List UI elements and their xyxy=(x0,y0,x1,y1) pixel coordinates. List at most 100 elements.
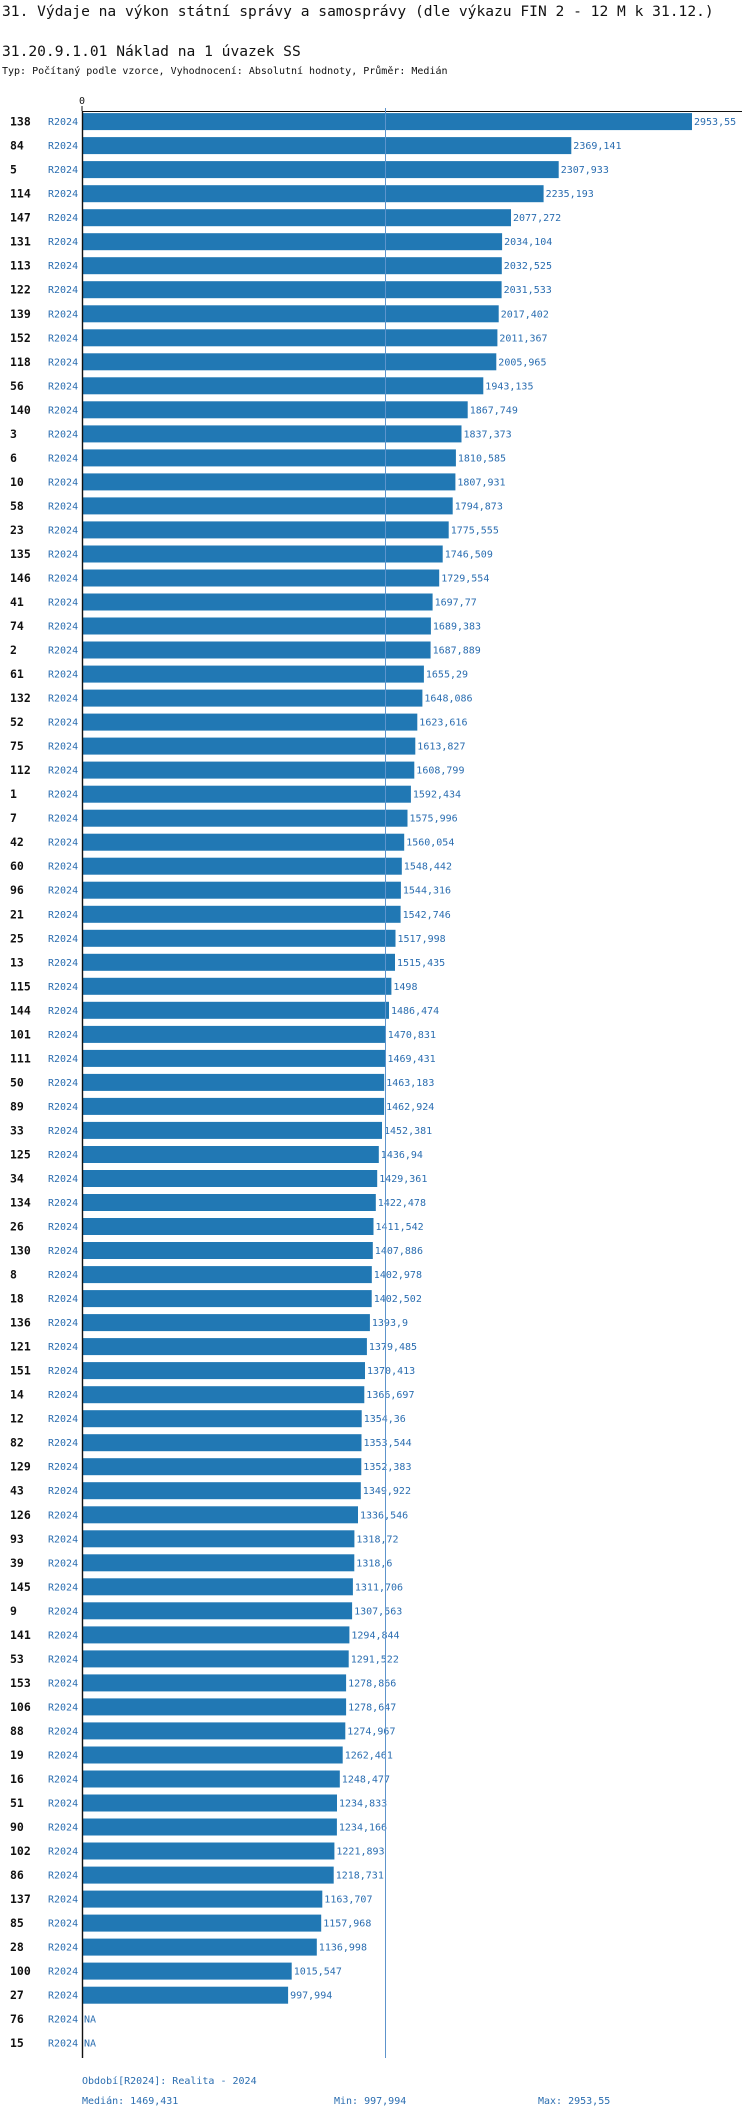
value-label: 1311,706 xyxy=(355,1582,403,1593)
row-period-label: R2024 xyxy=(48,1198,78,1209)
row-period-label: R2024 xyxy=(48,453,78,464)
row-id-label: 14 xyxy=(10,1388,24,1402)
row-id-label: 84 xyxy=(10,139,24,153)
bar xyxy=(82,1506,358,1524)
bar xyxy=(82,1218,374,1235)
value-label: 1544,316 xyxy=(403,886,451,897)
row-period-label: R2024 xyxy=(48,1486,78,1497)
row-period-label: R2024 xyxy=(48,525,78,536)
value-label: 1407,886 xyxy=(375,1246,423,1257)
footer-min: Min: 997,994 xyxy=(334,2096,407,2107)
bar xyxy=(82,1001,389,1019)
value-label: 1307,563 xyxy=(354,1606,402,1617)
bar xyxy=(82,785,411,803)
bar xyxy=(82,1866,334,1884)
row-period-label: R2024 xyxy=(48,1030,78,1041)
row-id-label: 58 xyxy=(10,499,24,513)
bar xyxy=(82,1073,385,1091)
row-period-label: R2024 xyxy=(48,694,78,705)
value-label: 1542,746 xyxy=(403,910,451,921)
value-label: 1422,478 xyxy=(378,1198,426,1209)
row-period-label: R2024 xyxy=(48,1991,78,2002)
value-label: 1370,413 xyxy=(367,1366,415,1377)
row-id-label: 7 xyxy=(10,811,17,825)
bar xyxy=(82,449,456,467)
indicator-title: 31.20.9.1.01 Náklad na 1 úvazek SS xyxy=(2,43,301,60)
bar xyxy=(82,881,401,899)
row-period-label: R2024 xyxy=(48,646,78,657)
value-label: 1515,435 xyxy=(397,958,445,969)
value-label: 1366,697 xyxy=(366,1390,414,1401)
row-id-label: 118 xyxy=(10,355,31,369)
value-label: 2032,525 xyxy=(504,261,552,272)
bar xyxy=(82,1890,323,1908)
row-id-label: 85 xyxy=(10,1916,24,1930)
value-label: 1221,893 xyxy=(336,1847,384,1858)
row-period-label: R2024 xyxy=(48,958,78,969)
value-label: 1729,554 xyxy=(441,574,489,585)
row-period-label: R2024 xyxy=(48,1799,78,1810)
bar xyxy=(82,1554,355,1572)
row-period-label: R2024 xyxy=(48,886,78,897)
row-id-label: 114 xyxy=(10,187,31,201)
row-id-label: 51 xyxy=(10,1796,24,1810)
row-period-label: R2024 xyxy=(48,237,78,248)
row-id-label: 82 xyxy=(10,1436,24,1450)
row-period-label: R2024 xyxy=(48,501,78,512)
row-id-label: 9 xyxy=(10,1604,17,1618)
bar xyxy=(82,1121,382,1139)
value-label: 1015,547 xyxy=(294,1967,342,1978)
row-period-label: R2024 xyxy=(48,718,78,729)
bar xyxy=(82,857,402,875)
row-period-label: R2024 xyxy=(48,1078,78,1089)
row-id-label: 23 xyxy=(10,523,24,537)
row-period-label: R2024 xyxy=(48,1270,78,1281)
row-period-label: R2024 xyxy=(48,2015,78,2026)
row-id-label: 13 xyxy=(10,955,24,969)
value-label: 1402,978 xyxy=(374,1270,422,1281)
value-label: 1810,585 xyxy=(458,453,506,464)
bar xyxy=(82,545,443,563)
row-id-label: 75 xyxy=(10,739,24,753)
value-label: 2369,141 xyxy=(573,141,621,152)
row-id-label: 145 xyxy=(10,1580,31,1594)
row-period-label: R2024 xyxy=(48,742,78,753)
row-period-label: R2024 xyxy=(48,622,78,633)
value-label: 1291,522 xyxy=(351,1654,399,1665)
row-period-label: R2024 xyxy=(48,429,78,440)
value-label: 1278,866 xyxy=(348,1678,396,1689)
row-id-label: 61 xyxy=(10,667,24,681)
value-label: 1411,542 xyxy=(376,1222,424,1233)
bar xyxy=(82,689,423,707)
value-label: 1470,831 xyxy=(388,1030,436,1041)
bar xyxy=(82,353,497,371)
row-period-label: R2024 xyxy=(48,1366,78,1377)
value-label: 1462,924 xyxy=(386,1102,434,1113)
bar xyxy=(82,953,395,971)
row-id-label: 19 xyxy=(10,1748,24,1762)
row-period-label: R2024 xyxy=(48,189,78,200)
value-label: 2034,104 xyxy=(504,237,552,248)
row-period-label: R2024 xyxy=(48,1558,78,1569)
footer-period: Období[R2024]: Realita - 2024 xyxy=(82,2076,257,2087)
row-period-label: R2024 xyxy=(48,598,78,609)
row-id-label: 88 xyxy=(10,1724,24,1738)
value-label: 1548,442 xyxy=(404,862,452,873)
bar xyxy=(82,713,418,731)
row-id-label: 33 xyxy=(10,1123,24,1137)
bar xyxy=(82,1386,365,1404)
bar xyxy=(82,1602,353,1620)
value-label: 1463,183 xyxy=(386,1078,434,1089)
bar xyxy=(82,1410,362,1428)
row-id-label: 141 xyxy=(10,1628,31,1642)
value-label: 1608,799 xyxy=(416,766,464,777)
row-period-label: R2024 xyxy=(48,910,78,921)
row-id-label: 86 xyxy=(10,1868,24,1882)
row-id-label: 28 xyxy=(10,1940,24,1954)
bar xyxy=(82,1434,362,1452)
value-label: 1687,889 xyxy=(433,646,481,657)
value-label: 1318,6 xyxy=(356,1558,392,1569)
row-id-label: 41 xyxy=(10,595,24,609)
bar xyxy=(82,1482,361,1500)
bar xyxy=(82,425,462,443)
